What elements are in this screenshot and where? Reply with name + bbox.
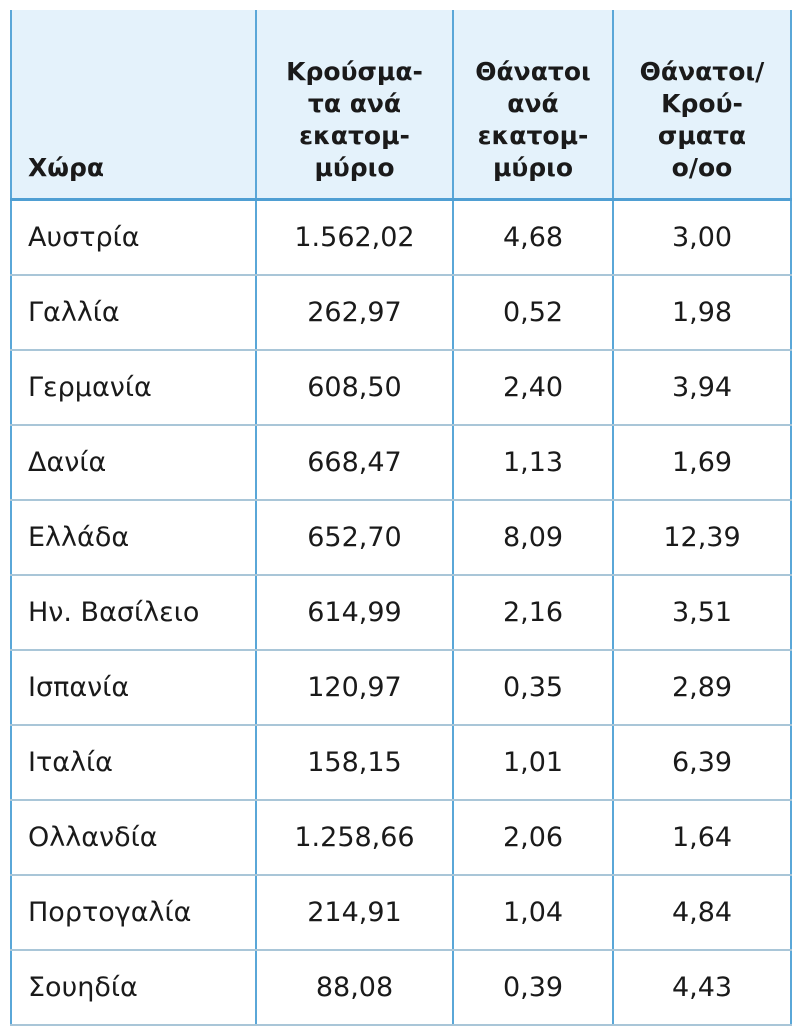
value-cell: 1,01: [452, 725, 614, 801]
table-row: Δανία 668,47 1,13 1,69: [10, 425, 792, 501]
header-line: Θάνατοι/: [639, 57, 765, 86]
value-cell: 2,06: [452, 800, 614, 876]
value-cell: 8,09: [452, 500, 614, 576]
value-cell: 0,35: [452, 650, 614, 726]
table-row: Ισπανία 120,97 0,35 2,89: [10, 650, 792, 726]
value-cell: 608,50: [255, 350, 454, 426]
value-cell: 2,89: [612, 650, 792, 726]
table-row: Γαλλία 262,97 0,52 1,98: [10, 275, 792, 351]
value-cell: 88,08: [255, 950, 454, 1026]
table-row: Ελλάδα 652,70 8,09 12,39: [10, 500, 792, 576]
value-cell: 4,43: [612, 950, 792, 1026]
header-cell: Θάνατοι ανά εκατομ-μύριο: [452, 10, 614, 201]
value-cell: 614,99: [255, 575, 454, 651]
value-cell: 1,98: [612, 275, 792, 351]
header-line: εκατομ-: [477, 121, 589, 150]
table-row: Αυστρία 1.562,02 4,68 3,00: [10, 199, 792, 276]
table-row: Σουηδία 88,08 0,39 4,43: [10, 950, 792, 1026]
table-row: Πορτογαλία 214,91 1,04 4,84: [10, 875, 792, 951]
country-cell: Γερμανία: [10, 350, 257, 426]
country-cell: Ην. Βασίλειο: [10, 575, 257, 651]
country-cell: Δανία: [10, 425, 257, 501]
header-line: τα ανά: [307, 89, 402, 118]
table-row: Ην. Βασίλειο 614,99 2,16 3,51: [10, 575, 792, 651]
value-cell: 120,97: [255, 650, 454, 726]
country-cell: Ολλανδία: [10, 800, 257, 876]
country-cell: Ισπανία: [10, 650, 257, 726]
value-cell: 214,91: [255, 875, 454, 951]
value-cell: 2,40: [452, 350, 614, 426]
country-cell: Γαλλία: [10, 275, 257, 351]
value-cell: 0,39: [452, 950, 614, 1026]
country-cell: Ελλάδα: [10, 500, 257, 576]
table-body: Αυστρία 1.562,02 4,68 3,00 Γαλλία 262,97 0,52 1…: [10, 199, 792, 1026]
header-cell: Θάνατοι/Κρού-σματα ο/οο: [612, 10, 792, 201]
value-cell: 6,39: [612, 725, 792, 801]
value-cell: 1,64: [612, 800, 792, 876]
header-line: Χώρα: [28, 153, 105, 182]
header-line: μύριο: [314, 153, 395, 182]
header-line: σματα: [657, 121, 747, 150]
table-row: Ιταλία 158,15 1,01 6,39: [10, 725, 792, 801]
value-cell: 652,70: [255, 500, 454, 576]
header-line: ο/οο: [671, 153, 733, 182]
value-cell: 1.562,02: [255, 199, 454, 276]
country-cell: Πορτογαλία: [10, 875, 257, 951]
header-cell: Κρούσμα-τα ανά εκατομ-μύριο: [255, 10, 454, 201]
header-line: Κρούσμα-: [286, 57, 423, 86]
value-cell: 1,04: [452, 875, 614, 951]
header-line: Θάνατοι: [475, 57, 591, 86]
value-cell: 3,94: [612, 350, 792, 426]
header-row: Χώρα Κρούσμα-τα ανά εκατομ-μύριο Θάνατοι ανά…: [10, 10, 792, 201]
value-cell: 158,15: [255, 725, 454, 801]
header-line: μύριο: [492, 153, 574, 182]
value-cell: 3,00: [612, 199, 792, 276]
country-cell: Ιταλία: [10, 725, 257, 801]
value-cell: 1,69: [612, 425, 792, 501]
value-cell: 1.258,66: [255, 800, 454, 876]
value-cell: 3,51: [612, 575, 792, 651]
table-container: Χώρα Κρούσμα-τα ανά εκατομ-μύριο Θάνατοι ανά…: [10, 10, 792, 1026]
header-line: ανά: [507, 89, 559, 118]
value-cell: 262,97: [255, 275, 454, 351]
header-cell: Χώρα: [10, 10, 257, 201]
table-row: Γερμανία 608,50 2,40 3,94: [10, 350, 792, 426]
value-cell: 668,47: [255, 425, 454, 501]
value-cell: 4,68: [452, 199, 614, 276]
country-cell: Αυστρία: [10, 199, 257, 276]
table-row: Ολλανδία 1.258,66 2,06 1,64: [10, 800, 792, 876]
header-line: Κρού-: [661, 89, 743, 118]
value-cell: 4,84: [612, 875, 792, 951]
value-cell: 0,52: [452, 275, 614, 351]
value-cell: 12,39: [612, 500, 792, 576]
country-cell: Σουηδία: [10, 950, 257, 1026]
value-cell: 2,16: [452, 575, 614, 651]
value-cell: 1,13: [452, 425, 614, 501]
header-line: εκατομ-: [299, 121, 410, 150]
data-table: Χώρα Κρούσμα-τα ανά εκατομ-μύριο Θάνατοι ανά…: [10, 10, 792, 1026]
